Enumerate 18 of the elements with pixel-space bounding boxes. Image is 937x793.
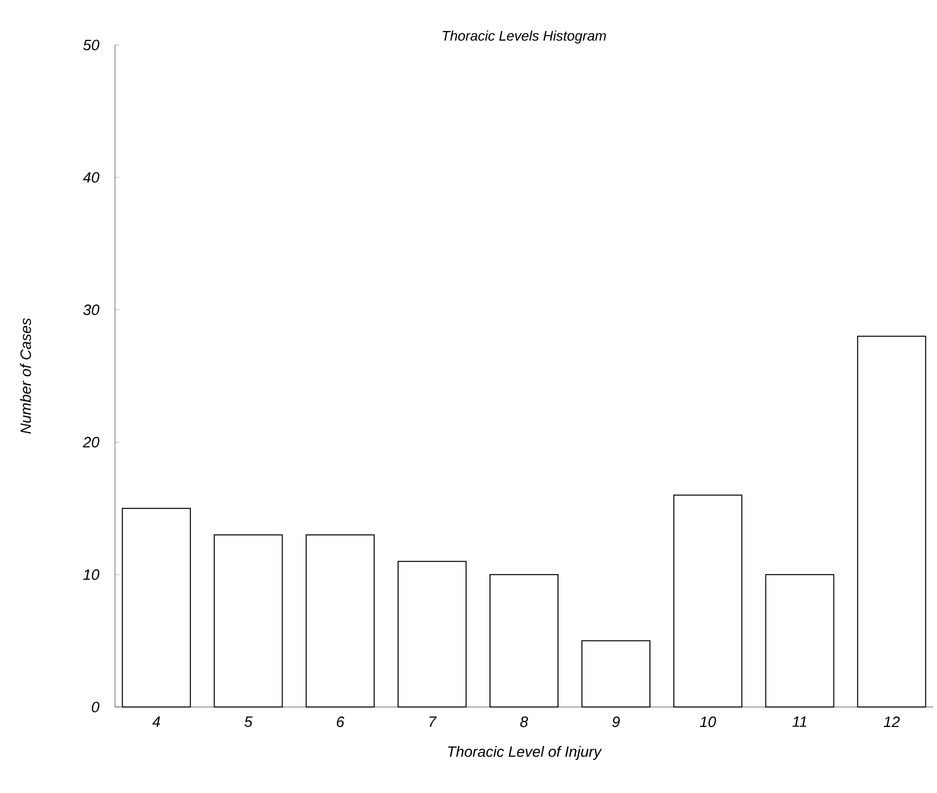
y-tick-label: 20 xyxy=(82,436,100,448)
chart-title: Thoracic Levels Histogram xyxy=(442,30,606,44)
x-tick-label: 12 xyxy=(884,716,900,727)
x-tick-label: 10 xyxy=(700,716,716,728)
x-axis-title: Thoracic Level of Injury xyxy=(448,746,602,760)
y-tick-label: 40 xyxy=(82,172,100,183)
y-tick-label: 0 xyxy=(92,702,100,712)
y-tick-label: 50 xyxy=(83,40,100,50)
x-tick-label: 7 xyxy=(429,716,437,727)
y-tick-label: 10 xyxy=(83,569,100,580)
x-tick-label: 8 xyxy=(520,716,528,728)
x-tick-label: 9 xyxy=(612,716,620,728)
y-axis-title: Number of Cases xyxy=(20,318,32,434)
x-tick-label: 11 xyxy=(792,716,806,727)
x-tick-label: 6 xyxy=(336,716,344,728)
x-tick-label: 5 xyxy=(244,716,252,727)
x-tick-label: 4 xyxy=(152,716,160,727)
y-tick-label: 30 xyxy=(83,304,100,316)
